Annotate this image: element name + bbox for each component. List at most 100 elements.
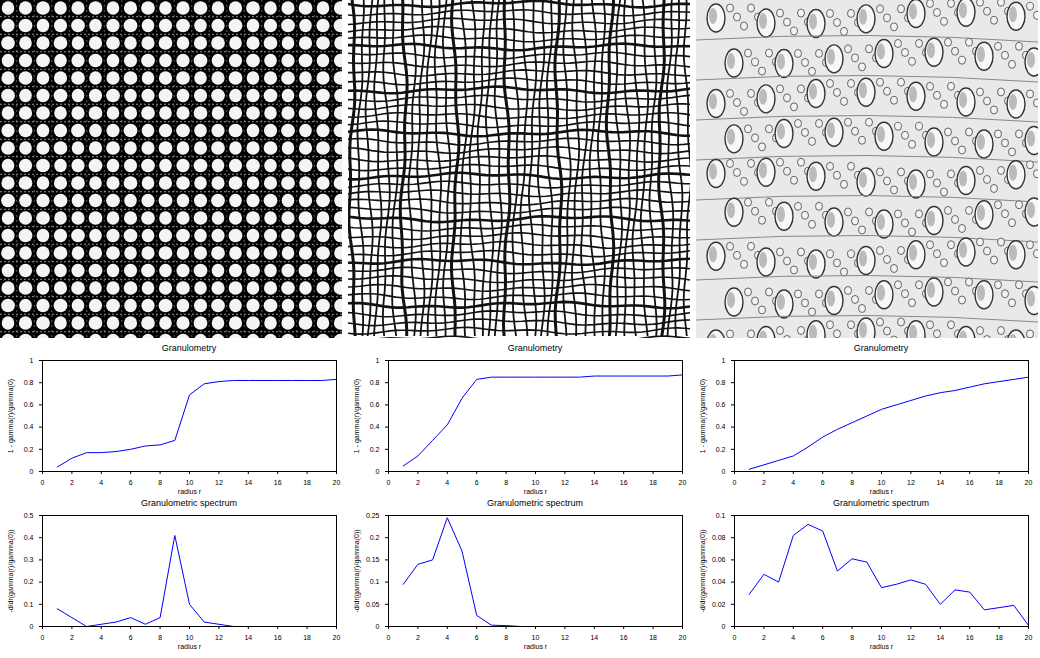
svg-text:0.1: 0.1 (370, 578, 380, 585)
svg-text:18: 18 (995, 634, 1003, 641)
svg-text:12: 12 (561, 634, 569, 641)
svg-text:0: 0 (376, 623, 380, 630)
svg-text:20: 20 (333, 634, 341, 641)
svg-text:12: 12 (561, 479, 569, 486)
svg-text:0.8: 0.8 (716, 379, 726, 386)
svg-text:4: 4 (99, 479, 103, 486)
svg-text:radius r: radius r (178, 488, 202, 495)
svg-text:18: 18 (303, 479, 311, 486)
svg-text:0.2: 0.2 (370, 446, 380, 453)
svg-text:0.8: 0.8 (370, 379, 380, 386)
svg-text:14: 14 (936, 634, 944, 641)
svg-text:14: 14 (244, 479, 252, 486)
svg-text:0: 0 (733, 479, 737, 486)
svg-text:16: 16 (620, 634, 628, 641)
svg-text:0.4: 0.4 (370, 423, 380, 430)
svg-text:8: 8 (504, 634, 508, 641)
svg-text:1 - gamma(r)/gamma(0): 1 - gamma(r)/gamma(0) (353, 379, 361, 453)
svg-text:16: 16 (966, 634, 974, 641)
svg-text:8: 8 (158, 479, 162, 486)
svg-text:20: 20 (1025, 634, 1033, 641)
svg-text:0.15: 0.15 (366, 556, 380, 563)
svg-text:radius r: radius r (178, 643, 202, 650)
svg-text:12: 12 (907, 634, 915, 641)
svg-text:20: 20 (333, 479, 341, 486)
svg-text:2: 2 (70, 634, 74, 641)
svg-text:0: 0 (722, 623, 726, 630)
svg-text:0.04: 0.04 (712, 578, 726, 585)
svg-text:1: 1 (376, 357, 380, 364)
svg-text:0.8: 0.8 (24, 379, 34, 386)
svg-text:12: 12 (907, 479, 915, 486)
svg-text:0.4: 0.4 (24, 423, 34, 430)
svg-text:0.1: 0.1 (24, 601, 34, 608)
svg-text:0: 0 (722, 468, 726, 475)
svg-text:2: 2 (416, 634, 420, 641)
svg-text:6: 6 (129, 634, 133, 641)
svg-text:0.4: 0.4 (24, 534, 34, 541)
svg-text:18: 18 (649, 479, 657, 486)
svg-text:16: 16 (274, 479, 282, 486)
svg-text:10: 10 (186, 634, 194, 641)
svg-text:8: 8 (850, 634, 854, 641)
svg-text:12: 12 (215, 479, 223, 486)
svg-text:0.2: 0.2 (716, 446, 726, 453)
svg-text:radius r: radius r (870, 488, 894, 495)
svg-text:0.06: 0.06 (712, 556, 726, 563)
svg-text:0.1: 0.1 (716, 512, 726, 519)
svg-text:0.6: 0.6 (24, 401, 34, 408)
svg-text:6: 6 (475, 634, 479, 641)
svg-text:0.2: 0.2 (370, 534, 380, 541)
svg-text:10: 10 (532, 634, 540, 641)
svg-text:0.02: 0.02 (712, 601, 726, 608)
svg-text:6: 6 (129, 479, 133, 486)
svg-text:14: 14 (590, 479, 598, 486)
svg-text:0: 0 (30, 468, 34, 475)
svg-text:radius r: radius r (524, 643, 548, 650)
svg-text:0: 0 (376, 468, 380, 475)
svg-text:10: 10 (878, 634, 886, 641)
svg-text:2: 2 (70, 479, 74, 486)
svg-text:radius r: radius r (524, 488, 548, 495)
svg-text:18: 18 (303, 634, 311, 641)
svg-text:0.3: 0.3 (24, 556, 34, 563)
svg-text:0.08: 0.08 (712, 534, 726, 541)
svg-text:14: 14 (244, 634, 252, 641)
svg-text:16: 16 (966, 479, 974, 486)
svg-text:0: 0 (30, 623, 34, 630)
svg-text:0.5: 0.5 (24, 512, 34, 519)
svg-text:1 - gamma(r)/gamma(0): 1 - gamma(r)/gamma(0) (7, 379, 15, 453)
svg-text:4: 4 (99, 634, 103, 641)
svg-text:0: 0 (733, 634, 737, 641)
svg-text:0.25: 0.25 (366, 512, 380, 519)
svg-text:16: 16 (274, 634, 282, 641)
svg-text:1 - gamma(r)/gamma(0): 1 - gamma(r)/gamma(0) (699, 379, 707, 453)
svg-text:4: 4 (445, 479, 449, 486)
svg-text:18: 18 (649, 634, 657, 641)
svg-text:2: 2 (762, 479, 766, 486)
svg-text:0: 0 (41, 479, 45, 486)
svg-text:20: 20 (679, 634, 687, 641)
svg-text:8: 8 (158, 634, 162, 641)
svg-text:14: 14 (936, 479, 944, 486)
svg-text:12: 12 (215, 634, 223, 641)
svg-text:0.6: 0.6 (716, 401, 726, 408)
svg-text:0: 0 (387, 634, 391, 641)
svg-text:14: 14 (590, 634, 598, 641)
svg-text:0.05: 0.05 (366, 601, 380, 608)
svg-text:6: 6 (475, 479, 479, 486)
svg-text:1: 1 (722, 357, 726, 364)
svg-text:-d/dr(gamma(r)/gamma(0)): -d/dr(gamma(r)/gamma(0)) (699, 529, 707, 612)
svg-text:0.6: 0.6 (370, 401, 380, 408)
svg-text:0.2: 0.2 (24, 446, 34, 453)
svg-text:2: 2 (762, 634, 766, 641)
svg-text:0: 0 (387, 479, 391, 486)
svg-text:4: 4 (791, 479, 795, 486)
svg-text:radius r: radius r (870, 643, 894, 650)
svg-text:1: 1 (30, 357, 34, 364)
svg-text:8: 8 (850, 479, 854, 486)
svg-text:10: 10 (186, 479, 194, 486)
svg-text:8: 8 (504, 479, 508, 486)
svg-text:16: 16 (620, 479, 628, 486)
svg-text:0: 0 (41, 634, 45, 641)
